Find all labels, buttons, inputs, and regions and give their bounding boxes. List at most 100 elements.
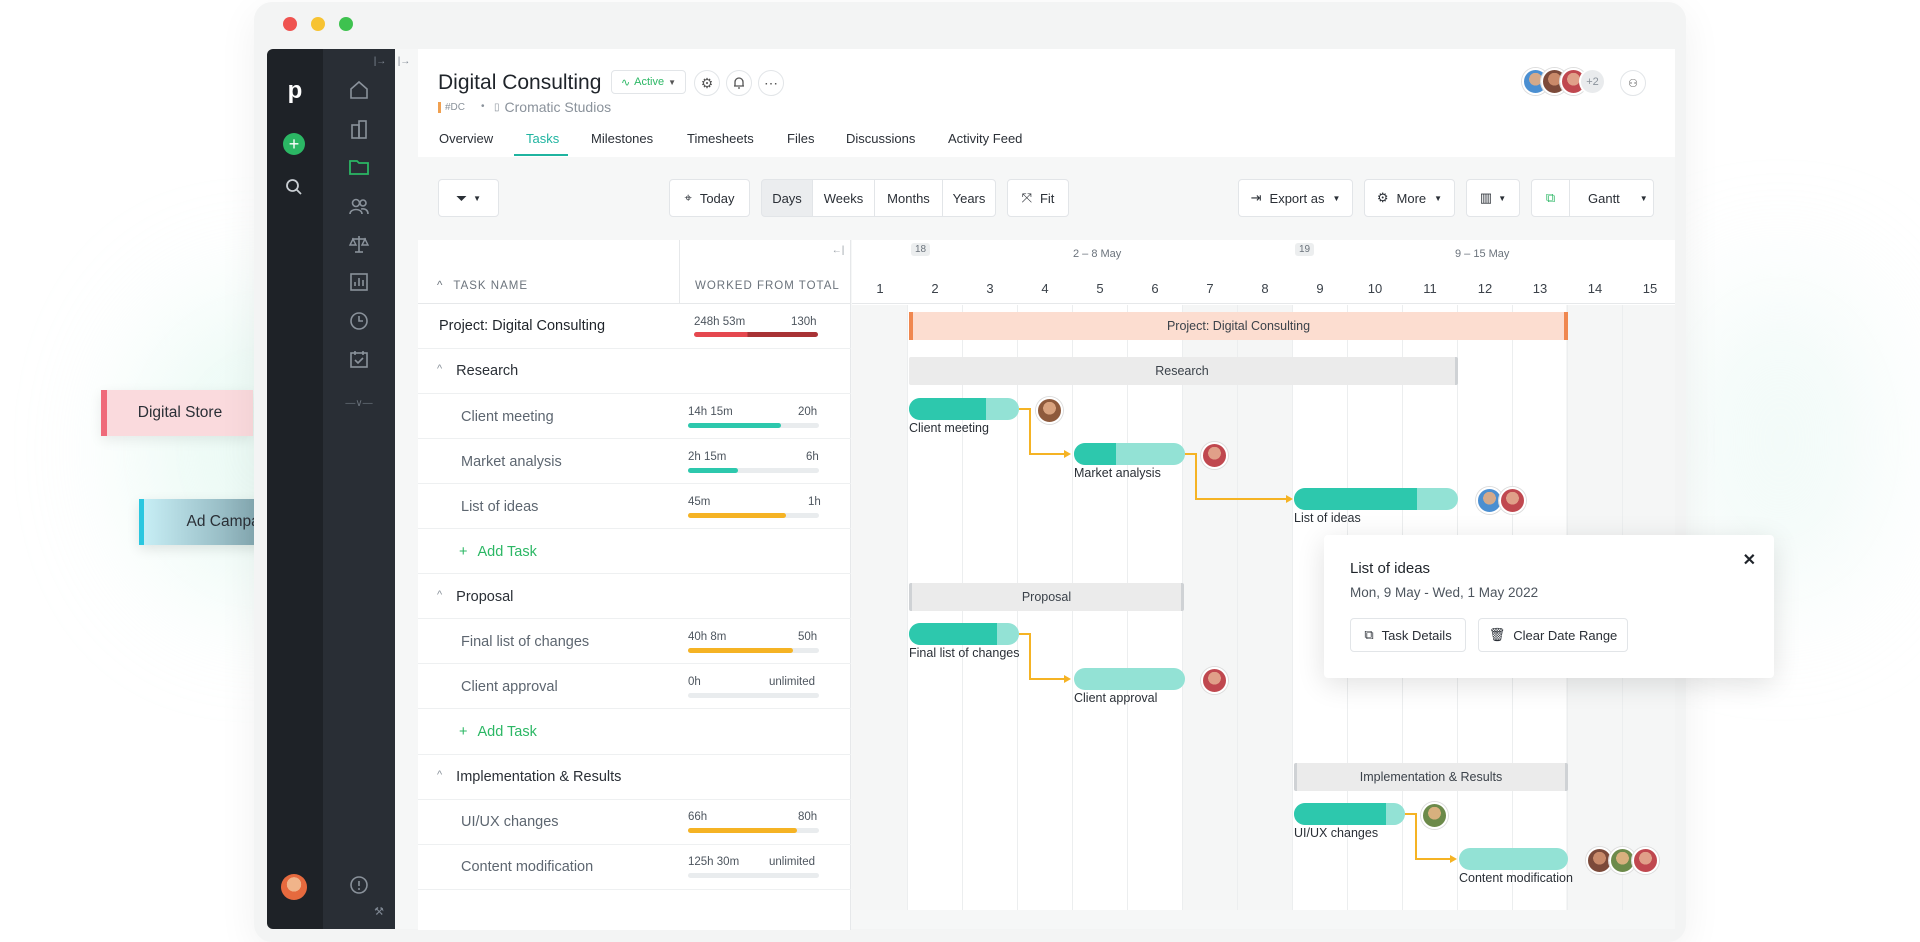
- more-label: More: [1396, 190, 1427, 206]
- summary-bar-research[interactable]: Research: [909, 357, 1458, 385]
- collapse-sidebar-icon[interactable]: |→: [373, 55, 387, 67]
- clock-icon[interactable]: [347, 309, 371, 333]
- filter-button[interactable]: ⏷ ▼: [438, 179, 499, 217]
- project-row-name[interactable]: Project: Digital Consulting: [439, 318, 606, 334]
- task-name[interactable]: Client approval: [461, 679, 558, 695]
- assignee-avatar[interactable]: [1421, 802, 1448, 829]
- people-icon[interactable]: [347, 194, 371, 218]
- add-task-button[interactable]: + Add Task: [459, 724, 537, 740]
- logo-icon[interactable]: p: [287, 77, 303, 104]
- members-count-badge[interactable]: +2: [1579, 68, 1606, 95]
- client-name[interactable]: ▯ Cromatic Studios: [494, 99, 611, 115]
- tab-milestones[interactable]: Milestones: [591, 131, 654, 146]
- project-bar[interactable]: Project: Digital Consulting: [909, 312, 1568, 340]
- summary-bar-implementation[interactable]: Implementation & Results: [1294, 763, 1568, 791]
- group-row-proposal[interactable]: ^ Proposal: [437, 589, 513, 605]
- status-badge[interactable]: ∿ Active ▼: [611, 70, 686, 94]
- col-header-task[interactable]: ^ TASK NAME: [437, 280, 528, 292]
- add-member-icon[interactable]: ⚇: [1620, 70, 1646, 96]
- task-bar-client-meeting[interactable]: [909, 398, 1019, 420]
- assignee-avatar[interactable]: [1201, 667, 1228, 694]
- task-name[interactable]: Content modification: [461, 859, 594, 875]
- weekend-shade: [852, 305, 907, 910]
- buildings-icon[interactable]: [347, 117, 371, 141]
- user-avatar[interactable]: [281, 874, 307, 900]
- task-table: [418, 240, 851, 930]
- search-icon[interactable]: [282, 175, 306, 199]
- window-minimize-dot[interactable]: [311, 17, 325, 31]
- reports-icon[interactable]: [347, 270, 371, 294]
- scale-week-button[interactable]: Weeks: [812, 179, 875, 217]
- add-task-button[interactable]: + Add Task: [459, 544, 537, 560]
- chevron-down-icon: ▼: [473, 193, 482, 203]
- plus-icon: +: [459, 544, 468, 560]
- scale-day-button[interactable]: Days: [761, 179, 813, 217]
- info-icon[interactable]: [348, 874, 370, 896]
- tab-overview[interactable]: Overview: [439, 131, 494, 146]
- home-icon[interactable]: [347, 78, 371, 102]
- assignee-avatar[interactable]: [1036, 397, 1063, 424]
- export-button[interactable]: ⇥ Export as ▼: [1238, 179, 1353, 217]
- assignee-avatar[interactable]: [1632, 847, 1659, 874]
- view-label: Gantt: [1588, 190, 1620, 206]
- expand-panel-icon[interactable]: |→: [397, 55, 411, 67]
- task-worked: 45m: [688, 496, 711, 508]
- task-name[interactable]: List of ideas: [461, 499, 539, 515]
- add-icon[interactable]: +: [283, 133, 305, 155]
- scale-month-button[interactable]: Months: [874, 179, 943, 217]
- settings-icon[interactable]: ⚙: [694, 70, 720, 96]
- collapse-chevron-icon[interactable]: ^: [437, 769, 443, 781]
- task-name[interactable]: UI/UX changes: [461, 814, 559, 830]
- summary-bar-proposal[interactable]: Proposal: [909, 583, 1184, 611]
- task-bar-label: UI/UX changes: [1294, 826, 1379, 840]
- wrench-icon[interactable]: ⚒: [374, 905, 384, 918]
- col-header-worked[interactable]: WORKED FROM TOTAL: [695, 280, 840, 292]
- task-progress-bar: [688, 648, 793, 653]
- task-bar-content-modification[interactable]: [1459, 848, 1568, 870]
- tab-timesheets[interactable]: Timesheets: [687, 131, 754, 146]
- scale-year-button[interactable]: Years: [942, 179, 996, 217]
- group-row-implementation[interactable]: ^ Implementation & Results: [437, 769, 621, 785]
- task-details-button[interactable]: ⧉ Task Details: [1350, 618, 1466, 652]
- assignee-avatar[interactable]: [1201, 442, 1228, 469]
- more-options-icon[interactable]: ⋯: [758, 70, 784, 96]
- assignee-avatar[interactable]: [1499, 487, 1526, 514]
- task-bar-market-analysis[interactable]: [1074, 443, 1185, 465]
- tab-tasks[interactable]: Tasks: [526, 131, 560, 146]
- columns-button[interactable]: ▥ ▼: [1466, 179, 1520, 217]
- task-name[interactable]: Market analysis: [461, 454, 562, 470]
- view-switcher[interactable]: ⧉ Gantt ▼: [1531, 179, 1654, 217]
- window-close-dot[interactable]: [283, 17, 297, 31]
- task-bar-client-approval[interactable]: [1074, 668, 1185, 690]
- group-row-research[interactable]: ^ Research: [437, 363, 518, 379]
- clear-date-range-button[interactable]: 🗑 Clear Date Range: [1478, 618, 1628, 652]
- plus-icon: +: [459, 724, 468, 740]
- bell-icon[interactable]: [726, 70, 752, 96]
- fit-button[interactable]: ⤧ Fit: [1007, 179, 1069, 217]
- close-icon[interactable]: ✕: [1742, 552, 1756, 569]
- chevron-down-icon: ▼: [1332, 193, 1341, 203]
- calendar-check-icon[interactable]: [347, 347, 371, 371]
- task-name[interactable]: Final list of changes: [461, 634, 590, 650]
- folder-icon[interactable]: [347, 155, 371, 179]
- week-range: 2 – 8 May: [1073, 248, 1122, 260]
- tab-activity-feed[interactable]: Activity Feed: [948, 131, 1023, 146]
- task-bar-label: Market analysis: [1074, 466, 1161, 480]
- tab-discussions[interactable]: Discussions: [846, 131, 916, 146]
- more-nav-chevron-icon[interactable]: —∨—: [345, 397, 373, 409]
- collapse-table-icon[interactable]: ←|: [831, 244, 845, 256]
- task-bar-uiux[interactable]: [1294, 803, 1405, 825]
- crosshair-icon: ⌖: [684, 190, 692, 205]
- task-bar-list-of-ideas[interactable]: [1294, 488, 1458, 510]
- window-maximize-dot[interactable]: [339, 17, 353, 31]
- scale-icon[interactable]: [347, 232, 371, 256]
- collapse-chevron-icon[interactable]: ^: [437, 363, 443, 375]
- day-label: 12: [1477, 281, 1493, 296]
- tab-files[interactable]: Files: [787, 131, 815, 146]
- task-name[interactable]: Client meeting: [461, 409, 554, 425]
- today-button[interactable]: ⌖ Today: [669, 179, 750, 217]
- task-bar-final-list[interactable]: [909, 623, 1019, 645]
- more-button[interactable]: ⚙ More ▼: [1364, 179, 1455, 217]
- assignee-avatar[interactable]: [1586, 847, 1613, 874]
- collapse-chevron-icon[interactable]: ^: [437, 589, 443, 601]
